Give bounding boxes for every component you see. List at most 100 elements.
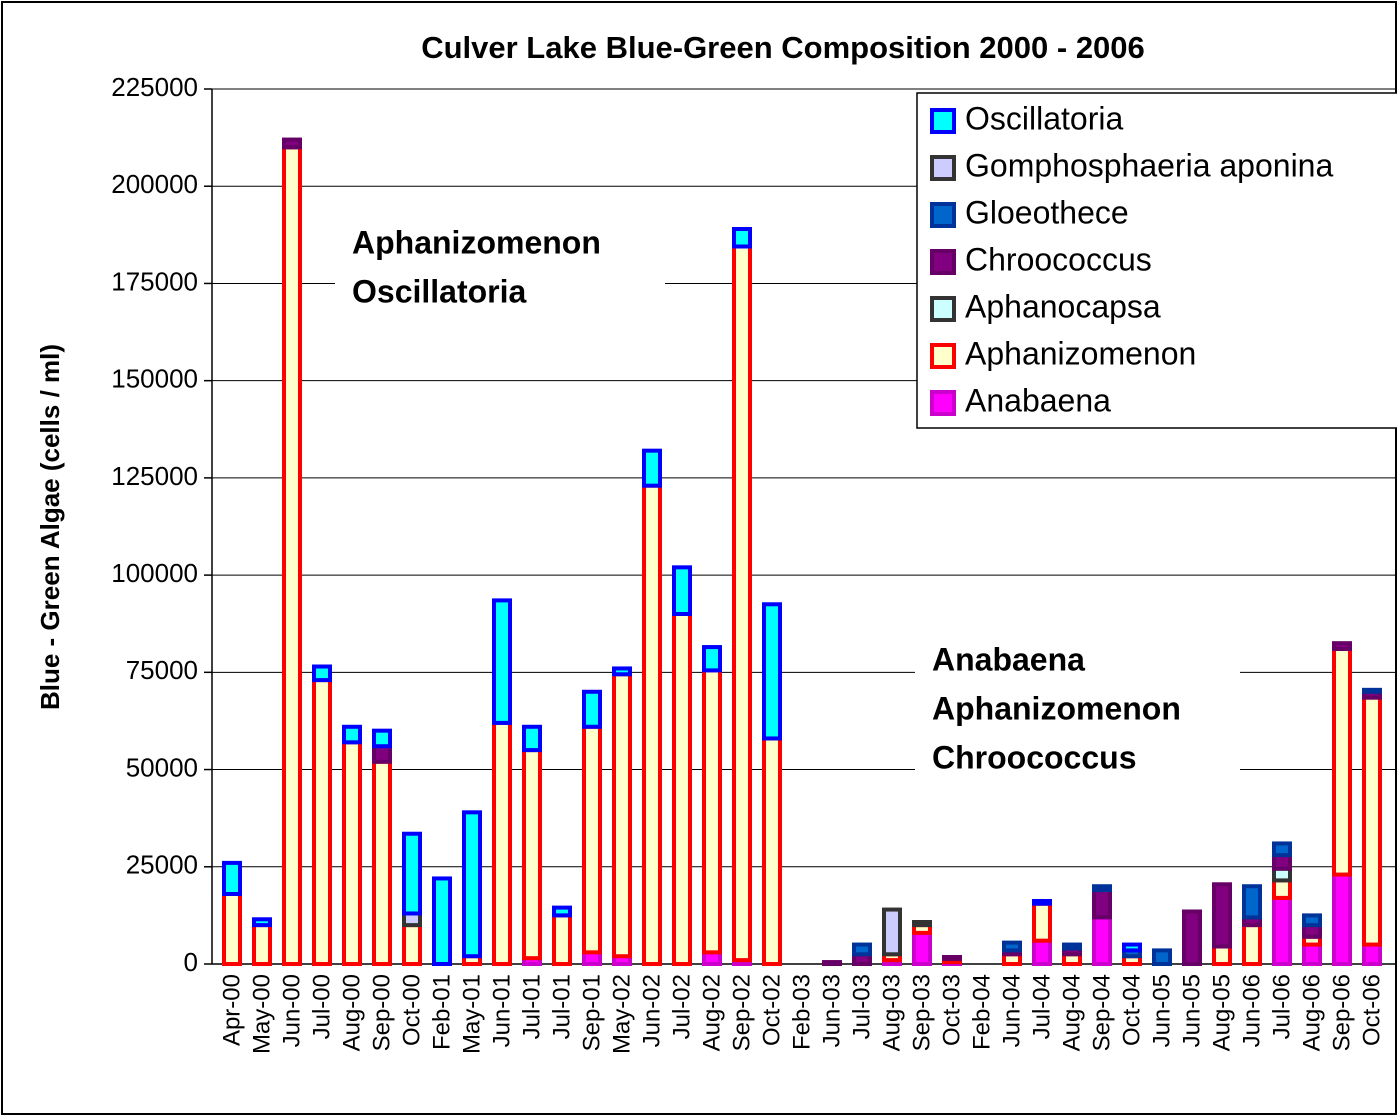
bar-segment <box>282 145 302 967</box>
y-tick-label: 225000 <box>111 72 198 102</box>
x-tick-label: Jun-00 <box>278 974 305 1047</box>
legend-label: Aphanizomenon <box>965 335 1196 371</box>
annotation: Chroococcus <box>932 739 1136 775</box>
legend-label: Gomphosphaeria aponina <box>965 147 1333 183</box>
x-tick-label: Jul-01 <box>518 974 545 1039</box>
bar-segment <box>372 759 392 966</box>
y-tick-label: 100000 <box>111 558 198 588</box>
bar-segment <box>732 244 752 963</box>
y-axis-label: Blue - Green Algae (cells / ml) <box>35 344 65 710</box>
y-tick-label: 175000 <box>111 266 198 296</box>
y-tick-label: 150000 <box>111 364 198 394</box>
x-tick-label: Jun-02 <box>638 974 665 1047</box>
y-tick-label: 50000 <box>126 752 198 782</box>
y-tick-label: 25000 <box>126 850 198 880</box>
x-tick-label: Oct-00 <box>398 974 425 1046</box>
bar-segment <box>402 831 422 916</box>
legend-swatch <box>930 202 956 228</box>
x-tick-label: Aug-00 <box>338 974 365 1051</box>
bar-segment <box>312 678 332 966</box>
x-tick-label: Jun-03 <box>818 974 845 1047</box>
bar-segment <box>642 448 662 488</box>
bar-segment <box>732 227 752 249</box>
legend-label: Anabaena <box>965 382 1111 418</box>
legend-swatch <box>930 343 956 369</box>
bar-segment <box>1182 909 1202 966</box>
x-tick-label: Sep-01 <box>578 974 605 1051</box>
bar-segment <box>612 666 632 677</box>
bar-segment <box>762 602 782 741</box>
bar-segment <box>612 672 632 959</box>
bar-segment <box>1272 878 1292 900</box>
legend-label: Chroococcus <box>965 241 1152 277</box>
x-tick-label: Sep-06 <box>1328 974 1355 1051</box>
x-tick-label: Aug-04 <box>1058 974 1085 1051</box>
y-tick-label: 75000 <box>126 655 198 685</box>
bar-segment <box>1332 641 1352 652</box>
bar-segment <box>492 598 512 725</box>
x-tick-label: Jun-05 <box>1178 974 1205 1047</box>
x-tick-label: Aug-03 <box>878 974 905 1051</box>
x-tick-label: Jun-04 <box>998 974 1025 1047</box>
plot-area: 0 25000 50000 75000 100000 125000 150000 175000… <box>111 72 1397 1054</box>
x-tick-label: Jul-06 <box>1268 974 1295 1039</box>
legend-box <box>916 92 1397 429</box>
x-tick-label: Jul-03 <box>848 974 875 1039</box>
legend-swatch <box>930 390 956 416</box>
bar-segment <box>252 917 272 928</box>
x-tick-label: Jul-02 <box>668 974 695 1039</box>
bar-segment <box>1032 899 1052 906</box>
bar-segment <box>522 748 542 961</box>
legend-swatch <box>930 155 956 181</box>
bar-segment <box>1272 895 1292 967</box>
bar-segment <box>582 689 602 729</box>
x-tick-label: Feb-01 <box>428 974 455 1050</box>
bar-segment <box>1212 882 1232 949</box>
bar-segment <box>1092 888 1112 920</box>
bar-segment <box>702 645 722 673</box>
bar-segment <box>1272 853 1292 871</box>
x-tick-label: Jul-01 <box>548 974 575 1039</box>
bar-segment <box>672 565 692 616</box>
x-tick-label: Jul-04 <box>1028 974 1055 1039</box>
bar-segment <box>552 913 572 967</box>
bar-segment <box>492 720 512 967</box>
x-tick-label: May-00 <box>248 974 275 1054</box>
y-tick-label: 125000 <box>111 461 198 491</box>
bar-segment <box>1152 948 1172 967</box>
x-tick-label: Jul-00 <box>308 974 335 1039</box>
bar-segment <box>462 810 482 959</box>
bar-segment <box>1092 884 1112 893</box>
x-tick-label: Feb-04 <box>968 974 995 1050</box>
y-tick-label: 0 <box>184 947 198 977</box>
bar-segment <box>852 942 872 957</box>
x-tick-label: May-02 <box>608 974 635 1054</box>
x-tick-label: Oct-03 <box>938 974 965 1046</box>
x-tick-label: Aug-06 <box>1298 974 1325 1051</box>
bar-segment <box>372 744 392 764</box>
bar-segment <box>702 668 722 955</box>
bar-segment <box>252 923 272 966</box>
bar-segment <box>1242 884 1262 920</box>
bar-segment <box>1272 841 1292 858</box>
legend-label: Aphanocapsa <box>965 288 1161 324</box>
legend-swatch <box>930 249 956 275</box>
bar-segment <box>942 955 962 961</box>
y-tick-label: 200000 <box>111 169 198 199</box>
bar-segment <box>1362 695 1382 947</box>
x-tick-label: Oct-02 <box>758 974 785 1046</box>
bar-segment <box>642 483 662 966</box>
annotation: Anabaena <box>932 641 1085 677</box>
x-tick-label: Feb-03 <box>788 974 815 1050</box>
bar-segment <box>1092 915 1112 966</box>
bar-segment <box>582 724 602 955</box>
bar-segment <box>222 860 242 897</box>
annotation: Oscillatoria <box>352 273 527 309</box>
x-tick-label: Jun-05 <box>1148 974 1175 1047</box>
bar-segment <box>1032 938 1052 967</box>
bar-segment <box>372 728 392 749</box>
legend-label: Gloeothece <box>965 194 1129 230</box>
bar-segment <box>222 892 242 966</box>
bar-segment <box>1302 942 1322 966</box>
